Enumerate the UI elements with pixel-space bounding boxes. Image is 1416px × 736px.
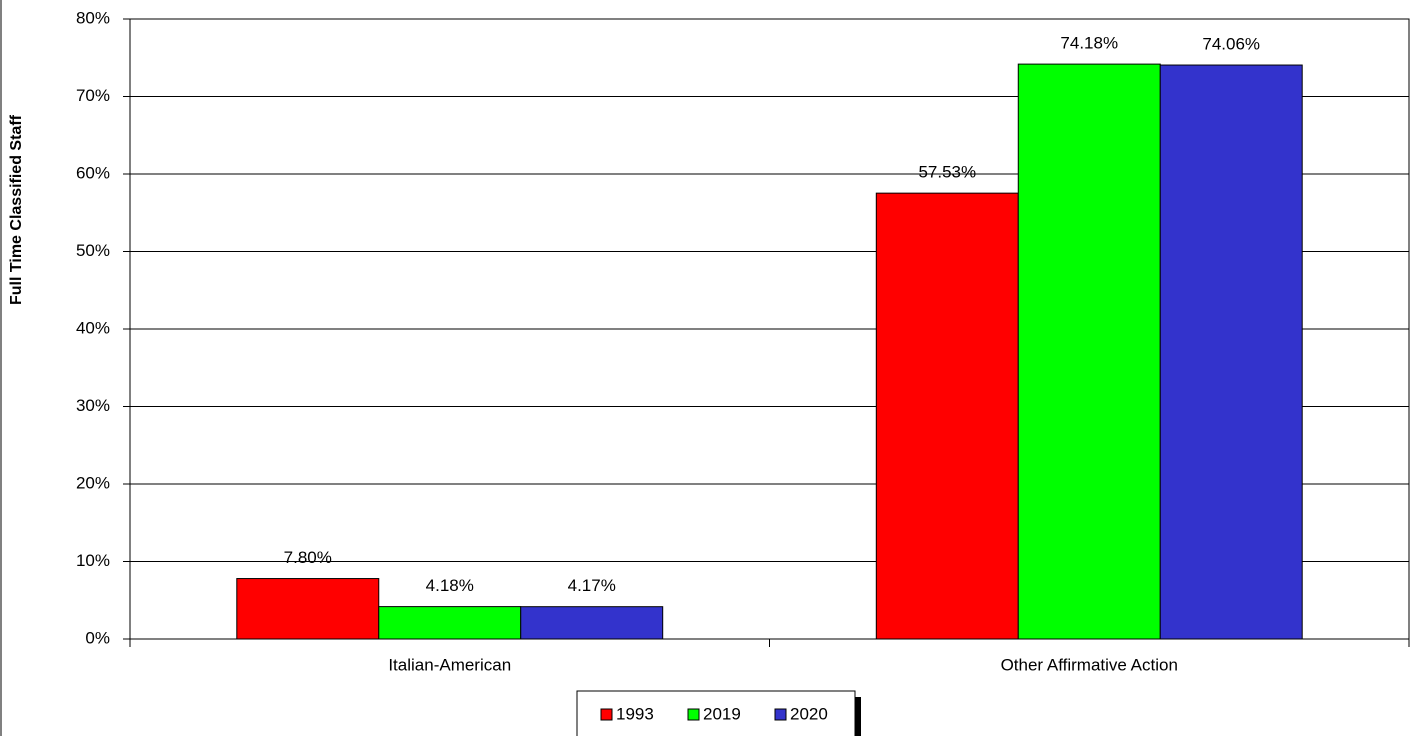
value-label: 57.53% <box>918 163 976 182</box>
y-tick-label: 80% <box>76 8 110 27</box>
y-tick-label: 20% <box>76 473 110 492</box>
legend-swatch <box>687 708 700 721</box>
bar <box>378 606 522 640</box>
bar <box>1159 64 1303 640</box>
x-tick-label: Other Affirmative Action <box>1001 655 1178 674</box>
value-label: 7.80% <box>284 548 332 567</box>
y-tick-label: 40% <box>76 318 110 337</box>
value-label: 74.06% <box>1202 35 1260 54</box>
y-axis-label: Full Time Classified Staff <box>8 114 25 305</box>
y-tick-label: 0% <box>85 628 110 647</box>
legend <box>576 690 856 736</box>
legend-swatch <box>600 708 613 721</box>
bar <box>875 192 1019 640</box>
legend-swatch <box>774 708 787 721</box>
legend-label: 2020 <box>790 704 828 723</box>
bar <box>1017 63 1161 640</box>
bar <box>520 606 664 640</box>
y-tick-label: 10% <box>76 551 110 570</box>
y-tick-label: 70% <box>76 86 110 105</box>
value-label: 4.18% <box>426 576 474 595</box>
y-tick-label: 60% <box>76 163 110 182</box>
value-label: 74.18% <box>1060 34 1118 53</box>
legend-label: 2019 <box>703 704 741 723</box>
y-tick-label: 50% <box>76 241 110 260</box>
y-tick-label: 30% <box>76 396 110 415</box>
legend-label: 1993 <box>616 704 654 723</box>
value-label: 4.17% <box>568 576 616 595</box>
x-tick-label: Italian-American <box>388 655 511 674</box>
bar <box>236 578 380 640</box>
